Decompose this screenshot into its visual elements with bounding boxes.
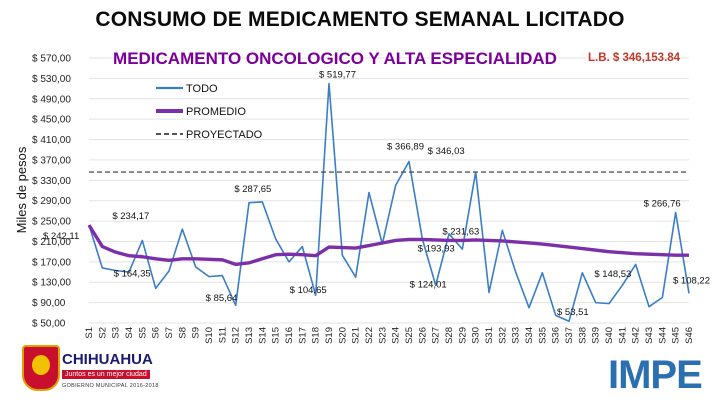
x-axis-ticks: S1 S2 S3 S4 S5 S6 S7 S8 S9 S10 S11 S12 S13 S14 S15 S16 S… xyxy=(84,327,695,344)
x-tick-s32: S32 xyxy=(497,327,508,344)
x-tick-s30: S30 xyxy=(471,327,482,344)
legend-label-todo: TODO xyxy=(186,83,218,95)
x-tick-s40: S40 xyxy=(604,327,615,344)
x-tick-s35: S35 xyxy=(537,327,548,344)
legend-label-proyectado: PROYECTADO xyxy=(186,129,263,141)
y-tick-label: $ 530,00 xyxy=(32,74,71,85)
x-tick-s24: S24 xyxy=(391,327,402,344)
x-tick-s38: S38 xyxy=(577,327,588,344)
x-tick-s43: S43 xyxy=(644,327,655,344)
y-tick-label: $ 290,00 xyxy=(32,196,71,207)
x-tick-s7: S7 xyxy=(164,327,175,339)
y-tick-label: $ 450,00 xyxy=(32,115,71,126)
data-label-s38: $ 148,53 xyxy=(594,269,631,280)
x-tick-s33: S33 xyxy=(511,327,522,344)
data-label-s1: $ 242,11 xyxy=(43,231,79,242)
y-tick-label: $ 570,00 xyxy=(32,54,71,65)
x-tick-s22: S22 xyxy=(364,327,375,344)
x-tick-s9: S9 xyxy=(191,327,202,339)
legend: TODO PROMEDIO PROYECTADO xyxy=(156,83,263,141)
data-label-s19: $ 519,77 xyxy=(319,70,356,81)
impe-logo: IMPE xyxy=(608,353,703,397)
data-label-s46: $ 108,22 xyxy=(673,275,710,286)
x-tick-s4: S4 xyxy=(124,327,135,339)
data-label-s45: $ 266,76 xyxy=(644,199,681,210)
x-tick-s36: S36 xyxy=(551,327,562,344)
data-label-s8: $ 234,17 xyxy=(112,211,149,222)
x-tick-s46: S46 xyxy=(684,327,695,344)
x-tick-s28: S28 xyxy=(444,327,455,344)
data-label-s30: $ 193,93 xyxy=(418,244,455,255)
y-axis-ticks: $ 50,00 $ 90,00 $ 130,00 $ 170,00 $ 210,00 $ … xyxy=(32,54,71,330)
x-tick-s16: S16 xyxy=(284,327,295,344)
y-tick-label: $ 90,00 xyxy=(32,298,66,309)
x-tick-s13: S13 xyxy=(244,327,255,344)
x-tick-s20: S20 xyxy=(337,327,348,344)
x-tick-s44: S44 xyxy=(657,327,668,344)
y-axis-label: Miles de pesos xyxy=(14,146,29,233)
x-tick-s34: S34 xyxy=(524,327,535,344)
data-label-s14: $ 287,65 xyxy=(234,184,271,195)
x-tick-s23: S23 xyxy=(377,327,388,344)
x-tick-s27: S27 xyxy=(431,327,442,344)
data-label-s25: $ 366,89 xyxy=(387,142,424,153)
chart-subtitle: MEDICAMENTO ONCOLOGICO Y ALTA ESPECIALID… xyxy=(113,49,557,68)
x-tick-s39: S39 xyxy=(591,327,602,344)
x-tick-s19: S19 xyxy=(324,327,335,344)
x-tick-s21: S21 xyxy=(351,327,362,344)
data-label-s12: $ 85,64 xyxy=(206,293,238,304)
y-tick-label: $ 210,00 xyxy=(32,237,71,248)
page-title: CONSUMO DE MEDICAMENTO SEMANAL LICITADO xyxy=(95,8,625,31)
x-tick-s3: S3 xyxy=(111,327,122,339)
x-tick-s15: S15 xyxy=(271,327,282,344)
data-label-s32: $ 231,63 xyxy=(442,226,479,237)
series-group xyxy=(87,82,690,323)
x-tick-s29: S29 xyxy=(457,327,468,344)
legend-label-promedio: PROMEDIO xyxy=(186,106,246,118)
chihuahua-logo: CHIHUAHUA Juntos es un mejor ciudad GOBI… xyxy=(22,343,162,401)
y-tick-label: $ 330,00 xyxy=(32,176,71,187)
x-tick-s2: S2 xyxy=(97,327,108,339)
x-tick-s18: S18 xyxy=(311,327,322,344)
y-tick-label: $ 170,00 xyxy=(32,257,71,268)
y-tick-label: $ 50,00 xyxy=(32,319,66,330)
data-label-s18: $ 104,65 xyxy=(290,285,327,296)
coat-of-arms-icon xyxy=(22,345,60,391)
x-tick-s5: S5 xyxy=(137,327,148,339)
y-tick-label: $ 370,00 xyxy=(32,155,71,166)
x-tick-s45: S45 xyxy=(671,327,682,344)
x-tick-s8: S8 xyxy=(177,327,188,339)
x-tick-s41: S41 xyxy=(617,327,628,344)
data-label-s37: $ 53,51 xyxy=(557,307,589,318)
chihuahua-logo-govt: GOBIERNO MUNICIPAL 2016-2018 xyxy=(62,383,159,389)
x-tick-s10: S10 xyxy=(204,327,215,344)
y-tick-label: $ 250,00 xyxy=(32,217,71,228)
y-tick-label: $ 490,00 xyxy=(32,94,71,105)
chihuahua-logo-tagline: Juntos es un mejor ciudad xyxy=(62,370,150,379)
x-tick-s26: S26 xyxy=(417,327,428,344)
data-label-s27: $ 124,01 xyxy=(410,279,447,290)
x-tick-s17: S17 xyxy=(297,327,308,344)
data-label-s30: $ 346,03 xyxy=(428,146,465,157)
x-tick-s6: S6 xyxy=(151,327,162,339)
y-tick-label: $ 130,00 xyxy=(32,278,71,289)
y-tick-label: $ 410,00 xyxy=(32,135,71,146)
data-label-s3: $ 164,35 xyxy=(114,269,151,280)
grid-lines xyxy=(89,57,689,324)
x-tick-s11: S11 xyxy=(217,327,228,343)
x-tick-s14: S14 xyxy=(257,327,268,344)
x-tick-s42: S42 xyxy=(631,327,642,344)
series-line-promedio xyxy=(87,224,689,267)
data-labels: $ 519,77 $ 366,89 $ 346,03 $ 287,65 $ 266,76… xyxy=(43,70,710,319)
x-tick-s1: S1 xyxy=(84,327,95,339)
x-tick-s12: S12 xyxy=(231,327,242,344)
x-tick-s31: S31 xyxy=(484,327,495,344)
x-tick-s37: S37 xyxy=(564,327,575,344)
lb-label: L.B. $ 346,153.84 xyxy=(588,52,681,64)
x-tick-s25: S25 xyxy=(404,327,415,344)
chihuahua-logo-name: CHIHUAHUA xyxy=(62,351,153,368)
series-line-todo xyxy=(88,82,690,323)
